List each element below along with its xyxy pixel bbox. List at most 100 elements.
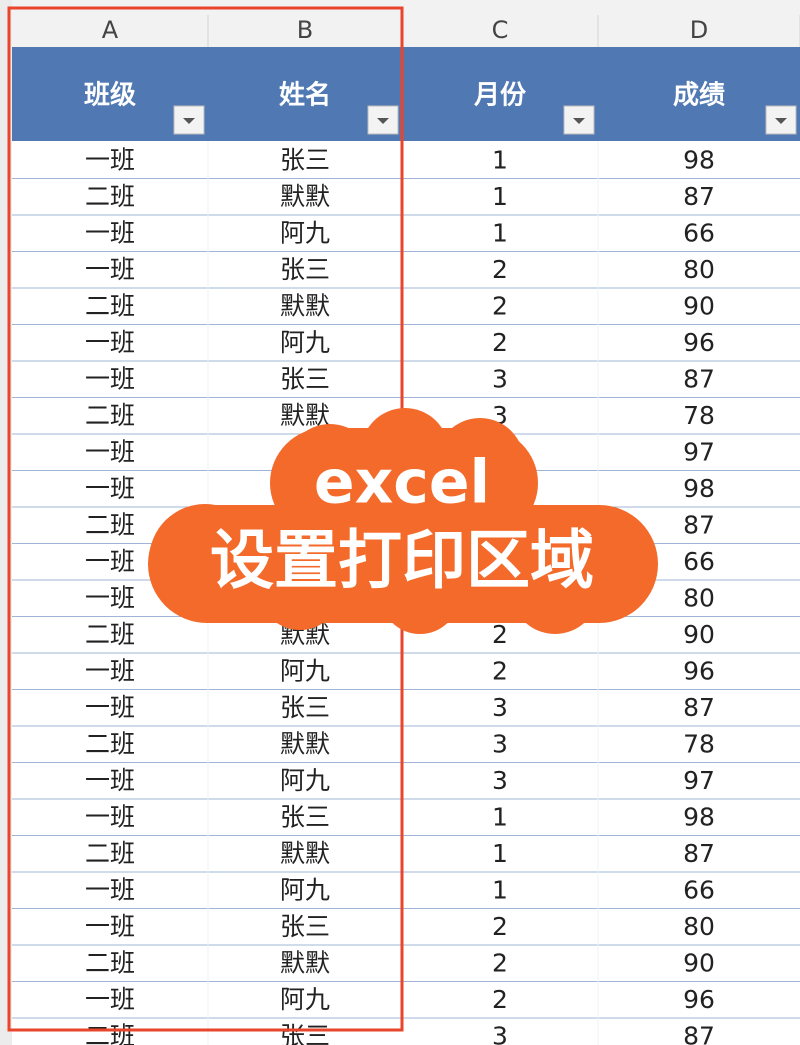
table-cell: 默默 (280, 839, 330, 868)
table-cell: 98 (683, 145, 715, 174)
table-cell: 96 (683, 985, 715, 1014)
table-cell: 2 (492, 255, 508, 284)
table-cell: 1 (492, 875, 508, 904)
table-cell: 87 (683, 182, 715, 211)
table-cell: 1 (492, 839, 508, 868)
table-cell: 阿九 (280, 218, 330, 247)
table-cell: 97 (683, 766, 715, 795)
filter-arrow (775, 118, 787, 124)
table-cell: 阿九 (280, 875, 330, 904)
table-cell: 一班 (85, 547, 135, 576)
table-cell: 3 (492, 729, 508, 758)
table-cell: 80 (683, 583, 715, 612)
column-letter: D (690, 16, 708, 44)
filter-arrow (573, 118, 585, 124)
column-letter: A (102, 16, 119, 44)
table-cell: 一班 (85, 328, 135, 357)
table-cell: 一班 (85, 218, 135, 247)
table-cell: 90 (683, 948, 715, 977)
table-cell: 默默 (280, 948, 330, 977)
header-cell: 姓名 (279, 80, 331, 111)
table-cell: 阿九 (280, 328, 330, 357)
table-cell: 3 (492, 1021, 508, 1045)
table-cell: 2 (492, 656, 508, 685)
table-cell: 3 (492, 766, 508, 795)
table-cell: 二班 (85, 510, 135, 539)
table-cell: 一班 (85, 875, 135, 904)
table-cell: 66 (683, 875, 715, 904)
table-cell: 张三 (280, 912, 330, 941)
badge-shape (361, 408, 449, 496)
filter-button[interactable] (563, 105, 595, 135)
table-cell: 2 (492, 985, 508, 1014)
column-letter: B (297, 16, 313, 44)
table-cell: 张三 (280, 1021, 330, 1045)
badge-shape (557, 508, 653, 604)
filter-arrow (183, 118, 195, 124)
badge-shape (258, 546, 342, 630)
column-letter: C (492, 16, 509, 44)
table-cell: 二班 (85, 182, 135, 211)
table-cell: 78 (683, 401, 715, 430)
badge-shape (286, 424, 374, 512)
table-cell: 98 (683, 474, 715, 503)
table-cell: 1 (492, 218, 508, 247)
table-cell: 默默 (280, 182, 330, 211)
filter-button[interactable] (765, 105, 797, 135)
table-cell: 66 (683, 547, 715, 576)
header-cell: 月份 (473, 81, 526, 111)
table-cell: 一班 (85, 985, 135, 1014)
table-cell: 张三 (280, 145, 330, 174)
table-cell: 二班 (85, 291, 135, 320)
badge-shape (149, 504, 261, 616)
table-cell: 一班 (85, 802, 135, 831)
table-cell: 1 (492, 182, 508, 211)
table-cell: 阿九 (280, 656, 330, 685)
table-cell: 87 (683, 839, 715, 868)
table-cell: 阿九 (280, 766, 330, 795)
table-cell: 二班 (85, 729, 135, 758)
overlay-title: excel (314, 448, 490, 518)
table-cell: 张三 (280, 255, 330, 284)
table-cell: 默默 (280, 729, 330, 758)
table-cell: 张三 (280, 802, 330, 831)
table-cell: 2 (492, 912, 508, 941)
grid (12, 15, 800, 1045)
table-cell: 87 (683, 364, 715, 393)
table-cell: 二班 (85, 839, 135, 868)
table-cell: 2 (492, 291, 508, 320)
table-cell: 一班 (85, 145, 135, 174)
table-cell: 87 (683, 1021, 715, 1045)
badge-shape (380, 554, 460, 634)
table-cell: 阿九 (280, 985, 330, 1014)
overlay-badge (148, 408, 658, 634)
table-cell: 96 (683, 328, 715, 357)
table-cell: 二班 (85, 948, 135, 977)
table-cell: 二班 (85, 401, 135, 430)
table-cell: 3 (492, 364, 508, 393)
table-cell: 默默 (280, 291, 330, 320)
table-cell: 一班 (85, 693, 135, 722)
table-cell: 二班 (85, 1021, 135, 1045)
table-cell: 78 (683, 729, 715, 758)
table-cell: 96 (683, 656, 715, 685)
header-cell: 班级 (84, 80, 136, 111)
table-cell: 一班 (85, 583, 135, 612)
overlay-subtitle: 设置打印区域 (210, 525, 594, 599)
table-cell: 一班 (85, 656, 135, 685)
table-cell: 1 (492, 145, 508, 174)
table-cell: 一班 (85, 766, 135, 795)
table-cell: 80 (683, 255, 715, 284)
table-cell: 二班 (85, 620, 135, 649)
table-cell: 2 (492, 620, 508, 649)
table-cell: 90 (683, 291, 715, 320)
table-cell: 1 (492, 802, 508, 831)
table-cell: 一班 (85, 912, 135, 941)
header-cell: 成绩 (673, 81, 725, 111)
table-cell: 90 (683, 620, 715, 649)
table-cell: 一班 (85, 255, 135, 284)
table-cell: 3 (492, 693, 508, 722)
